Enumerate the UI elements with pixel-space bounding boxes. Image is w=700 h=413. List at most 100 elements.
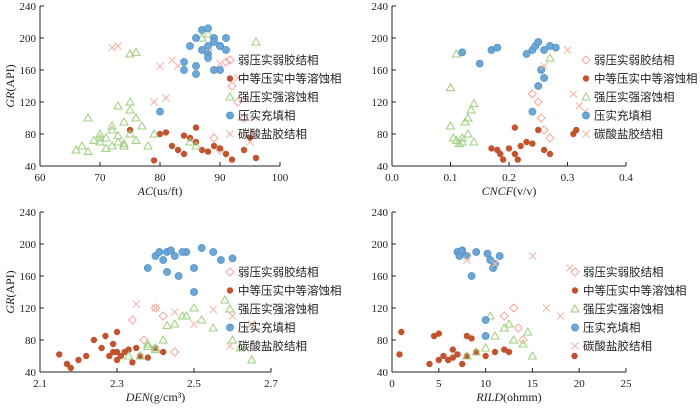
data-point — [451, 48, 462, 58]
legend-label: 弱压实弱胶结相 — [594, 53, 675, 67]
data-point — [459, 360, 466, 368]
data-point — [90, 336, 98, 344]
data-point — [119, 140, 129, 150]
data-point — [227, 81, 237, 91]
data-point — [190, 288, 198, 296]
data-point — [150, 98, 158, 106]
legend-marker — [225, 55, 235, 65]
data-point — [534, 82, 543, 90]
data-point — [527, 350, 538, 360]
data-point — [98, 344, 105, 352]
data-point — [518, 335, 528, 345]
data-point — [228, 156, 236, 163]
y-tick-label: 160 — [372, 271, 389, 283]
data-point — [169, 318, 180, 328]
data-point — [156, 107, 164, 116]
data-point — [240, 146, 248, 154]
data-point — [497, 150, 504, 158]
data-point — [123, 350, 134, 360]
series-4 — [143, 244, 237, 296]
legend-label: 弱压实弱胶结相 — [238, 53, 319, 67]
data-point — [511, 150, 519, 158]
data-point — [228, 312, 237, 320]
data-point — [185, 136, 195, 146]
legend-marker — [581, 91, 591, 101]
data-point — [210, 142, 218, 150]
data-point — [151, 304, 160, 312]
data-point — [234, 74, 242, 82]
y-tick-label: 240 — [372, 207, 389, 219]
data-point — [109, 340, 117, 348]
legend-marker — [582, 75, 590, 82]
x-tick-label: 0.1 — [444, 172, 458, 184]
data-point — [227, 334, 238, 344]
data-point — [539, 125, 549, 135]
data-point — [192, 124, 200, 131]
data-point — [160, 348, 167, 356]
data-point — [113, 100, 123, 110]
data-point — [463, 112, 473, 122]
legend-marker — [226, 130, 234, 138]
data-point — [462, 350, 472, 360]
series-1 — [127, 303, 180, 357]
data-point — [462, 252, 471, 260]
data-point — [162, 320, 172, 330]
data-point — [556, 312, 565, 320]
data-point — [491, 348, 499, 356]
data-point — [56, 351, 63, 358]
data-point — [113, 348, 121, 356]
legend-marker — [582, 111, 590, 120]
y-tick-label: 120 — [20, 97, 37, 109]
y-tick-label: 200 — [20, 239, 37, 251]
data-point — [132, 300, 141, 308]
data-point — [546, 150, 554, 158]
data-point — [159, 256, 168, 264]
data-point — [156, 62, 164, 70]
data-point — [142, 338, 153, 348]
legend-marker — [582, 130, 590, 138]
data-point — [198, 146, 206, 154]
data-point — [505, 348, 513, 356]
data-point — [540, 74, 548, 82]
data-point — [463, 128, 473, 138]
data-point — [113, 328, 121, 336]
series-3 — [462, 310, 538, 360]
data-point — [170, 252, 179, 260]
data-point — [485, 310, 496, 320]
y-axis-label: GR(API) — [3, 64, 17, 107]
y-tick-label: 40 — [377, 367, 389, 379]
legend-label: 中等压实中等溶蚀相 — [238, 284, 342, 298]
legend-label: 碳酸盐胶结相 — [583, 339, 652, 353]
data-point — [537, 66, 546, 74]
series-4 — [458, 38, 560, 116]
data-point — [107, 120, 117, 130]
legend-label: 碳酸盐胶结相 — [238, 127, 307, 141]
data-point — [472, 248, 481, 256]
data-point — [466, 104, 476, 114]
data-point — [102, 332, 109, 340]
series-2 — [488, 124, 580, 163]
data-point — [190, 320, 198, 328]
x-tick-label: 0.0 — [385, 172, 399, 184]
y-tick-label: 40 — [25, 161, 37, 173]
data-point — [458, 48, 467, 57]
data-point — [216, 145, 224, 152]
data-point — [495, 252, 504, 260]
data-point — [119, 116, 129, 126]
data-point — [222, 150, 230, 158]
x-tick-label: 0 — [389, 378, 395, 390]
data-point — [149, 128, 159, 138]
x-tick-label: 10 — [480, 378, 492, 390]
legend-marker — [226, 75, 234, 82]
data-point — [143, 140, 153, 150]
x-axis-label: RILD(ohmm) — [475, 390, 541, 404]
data-point — [174, 62, 182, 70]
data-point — [113, 356, 121, 364]
data-point — [246, 354, 257, 364]
scatter-panel-2: 40 80 120 160 200 240 0.0 0.1 0.2 0.3 0.4 CNCF(v/v)… — [372, 1, 698, 198]
data-point — [518, 338, 528, 348]
data-point — [449, 354, 457, 361]
data-point — [483, 249, 492, 258]
